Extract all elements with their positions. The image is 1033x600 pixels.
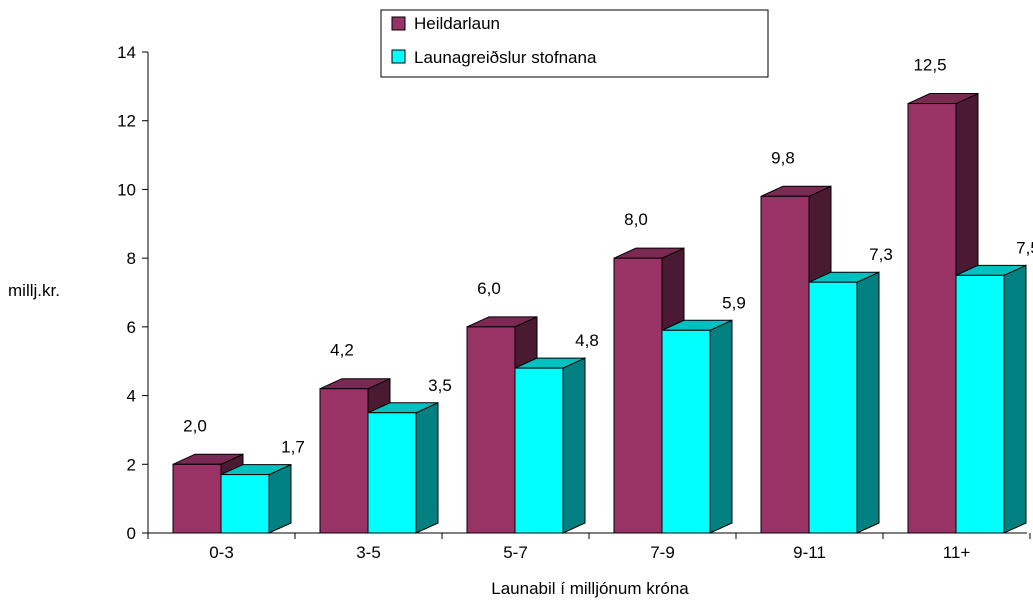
bar-side	[856, 271, 880, 534]
legend: Heildarlaun Launagreiðslur stofnana	[380, 9, 769, 78]
bar-front	[367, 412, 417, 534]
y-tick-label: 8	[127, 249, 136, 268]
bar-launagreidslur-3-5	[367, 401, 439, 534]
legend-label-heildarlaun: Heildarlaun	[414, 14, 500, 33]
data-label: 9,8	[771, 148, 795, 167]
x-tick-label: 9-11	[793, 543, 826, 562]
bar-front	[319, 388, 369, 534]
axes-group: 0 2 4 6 8 10 12 14 0-3 3-5 5-7 7-9 9-11 11+	[117, 43, 1031, 562]
bar-front	[661, 329, 711, 534]
data-labels-group: 2,0 1,7 4,2 3,5 6,0 4,8 8,0 5,9 9,8 7,3 12,5 7,5	[183, 56, 1033, 457]
bar-launagreidslur-5-7	[514, 357, 586, 534]
data-label: 1,7	[281, 438, 305, 457]
bar-front	[808, 281, 858, 534]
bar-front	[907, 103, 957, 534]
y-tick-label: 12	[117, 112, 136, 131]
bars-group	[172, 92, 1027, 534]
data-label: 12,5	[913, 56, 946, 75]
y-tick-label: 14	[117, 43, 136, 62]
bar-front	[760, 195, 810, 534]
bar-front	[955, 274, 1005, 534]
y-tick-label: 6	[127, 318, 136, 337]
x-tick-label: 0-3	[209, 543, 234, 562]
x-tick-label: 3-5	[356, 543, 381, 562]
data-label: 2,0	[183, 416, 207, 435]
bar-side	[709, 319, 733, 534]
bar-front	[613, 257, 663, 534]
data-label: 7,3	[869, 245, 893, 264]
bar-side	[268, 463, 292, 534]
bar-launagreidslur-11+	[955, 264, 1027, 534]
data-label: 6,0	[477, 279, 501, 298]
bar-launagreidslur-0-3	[220, 463, 292, 534]
x-axis-title: Launabil í milljónum króna	[491, 579, 689, 598]
y-tick-label: 2	[127, 455, 136, 474]
bar-side	[562, 357, 586, 534]
bar-front	[466, 326, 516, 534]
bar-side	[415, 401, 439, 534]
y-tick-label: 0	[127, 524, 136, 543]
bar-front	[514, 367, 564, 534]
legend-label-launagreidslur: Launagreiðslur stofnana	[414, 48, 597, 67]
y-tick-label: 4	[127, 387, 136, 406]
legend-swatch-heildarlaun	[391, 16, 406, 31]
data-label: 8,0	[624, 210, 648, 229]
data-label: 4,2	[330, 341, 354, 360]
x-tick-label: 5-7	[503, 543, 528, 562]
x-tick-label: 11+	[943, 543, 971, 562]
legend-swatch-launagreidslur	[391, 49, 406, 64]
legend-box	[380, 9, 769, 78]
bar-launagreidslur-7-9	[661, 319, 733, 534]
data-label: 3,5	[428, 376, 452, 395]
bar-side	[1003, 264, 1027, 534]
y-tick-label: 10	[117, 180, 136, 199]
bar-front	[172, 463, 222, 534]
y-axis-title: millj.kr.	[8, 281, 60, 300]
data-label: 4,8	[575, 331, 599, 350]
data-label: 5,9	[722, 293, 746, 312]
data-label: 7,5	[1016, 238, 1033, 257]
bar-front	[220, 474, 270, 534]
bar-launagreidslur-9-11	[808, 271, 880, 534]
x-tick-label: 7-9	[650, 543, 675, 562]
